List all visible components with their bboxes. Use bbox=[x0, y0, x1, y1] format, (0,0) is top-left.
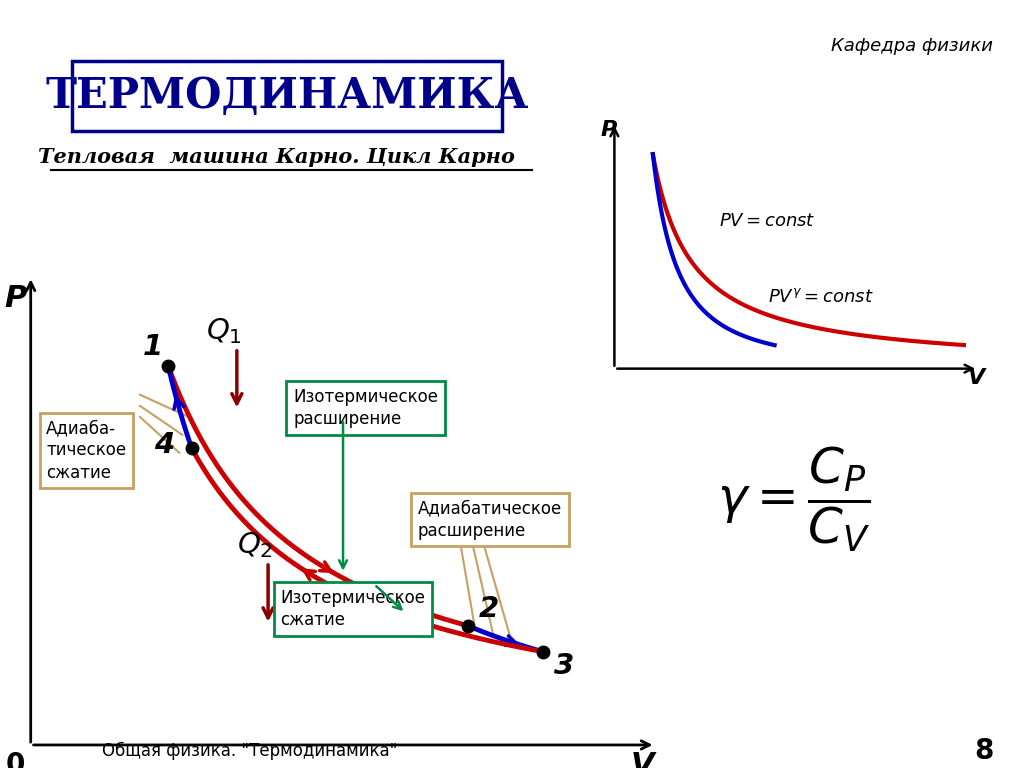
Text: P: P bbox=[600, 121, 616, 141]
Text: $PV^{\gamma}=const$: $PV^{\gamma}=const$ bbox=[768, 287, 873, 306]
Text: $\gamma = \dfrac{C_P}{C_V}$: $\gamma = \dfrac{C_P}{C_V}$ bbox=[717, 444, 870, 554]
Text: $Q_2$: $Q_2$ bbox=[237, 530, 272, 560]
Text: $Q_1$: $Q_1$ bbox=[206, 316, 242, 346]
Text: Изотермическое
сжатие: Изотермическое сжатие bbox=[281, 589, 426, 629]
Text: Адиаба-
тическое
сжатие: Адиаба- тическое сжатие bbox=[46, 419, 126, 482]
Text: Изотермическое
расширение: Изотермическое расширение bbox=[293, 388, 438, 429]
Text: Кафедра физики: Кафедра физики bbox=[831, 37, 993, 55]
Text: $PV=const$: $PV=const$ bbox=[719, 212, 816, 230]
Text: 0: 0 bbox=[5, 751, 25, 768]
Text: 8: 8 bbox=[974, 737, 993, 765]
Text: V: V bbox=[631, 750, 654, 768]
Text: ТЕРМОДИНАМИКА: ТЕРМОДИНАМИКА bbox=[45, 75, 528, 117]
Text: 2: 2 bbox=[479, 595, 500, 623]
Text: P: P bbox=[4, 284, 27, 313]
Text: 4: 4 bbox=[155, 431, 174, 458]
Text: 1: 1 bbox=[143, 333, 164, 360]
Text: Тепловая  машина Карно. Цикл Карно: Тепловая машина Карно. Цикл Карно bbox=[38, 147, 515, 167]
Text: V: V bbox=[968, 369, 985, 389]
Text: Адиабатическое
расширение: Адиабатическое расширение bbox=[418, 499, 562, 540]
Text: 3: 3 bbox=[554, 652, 574, 680]
Text: Общая физика. "Термодинамика": Общая физика. "Термодинамика" bbox=[102, 742, 397, 760]
